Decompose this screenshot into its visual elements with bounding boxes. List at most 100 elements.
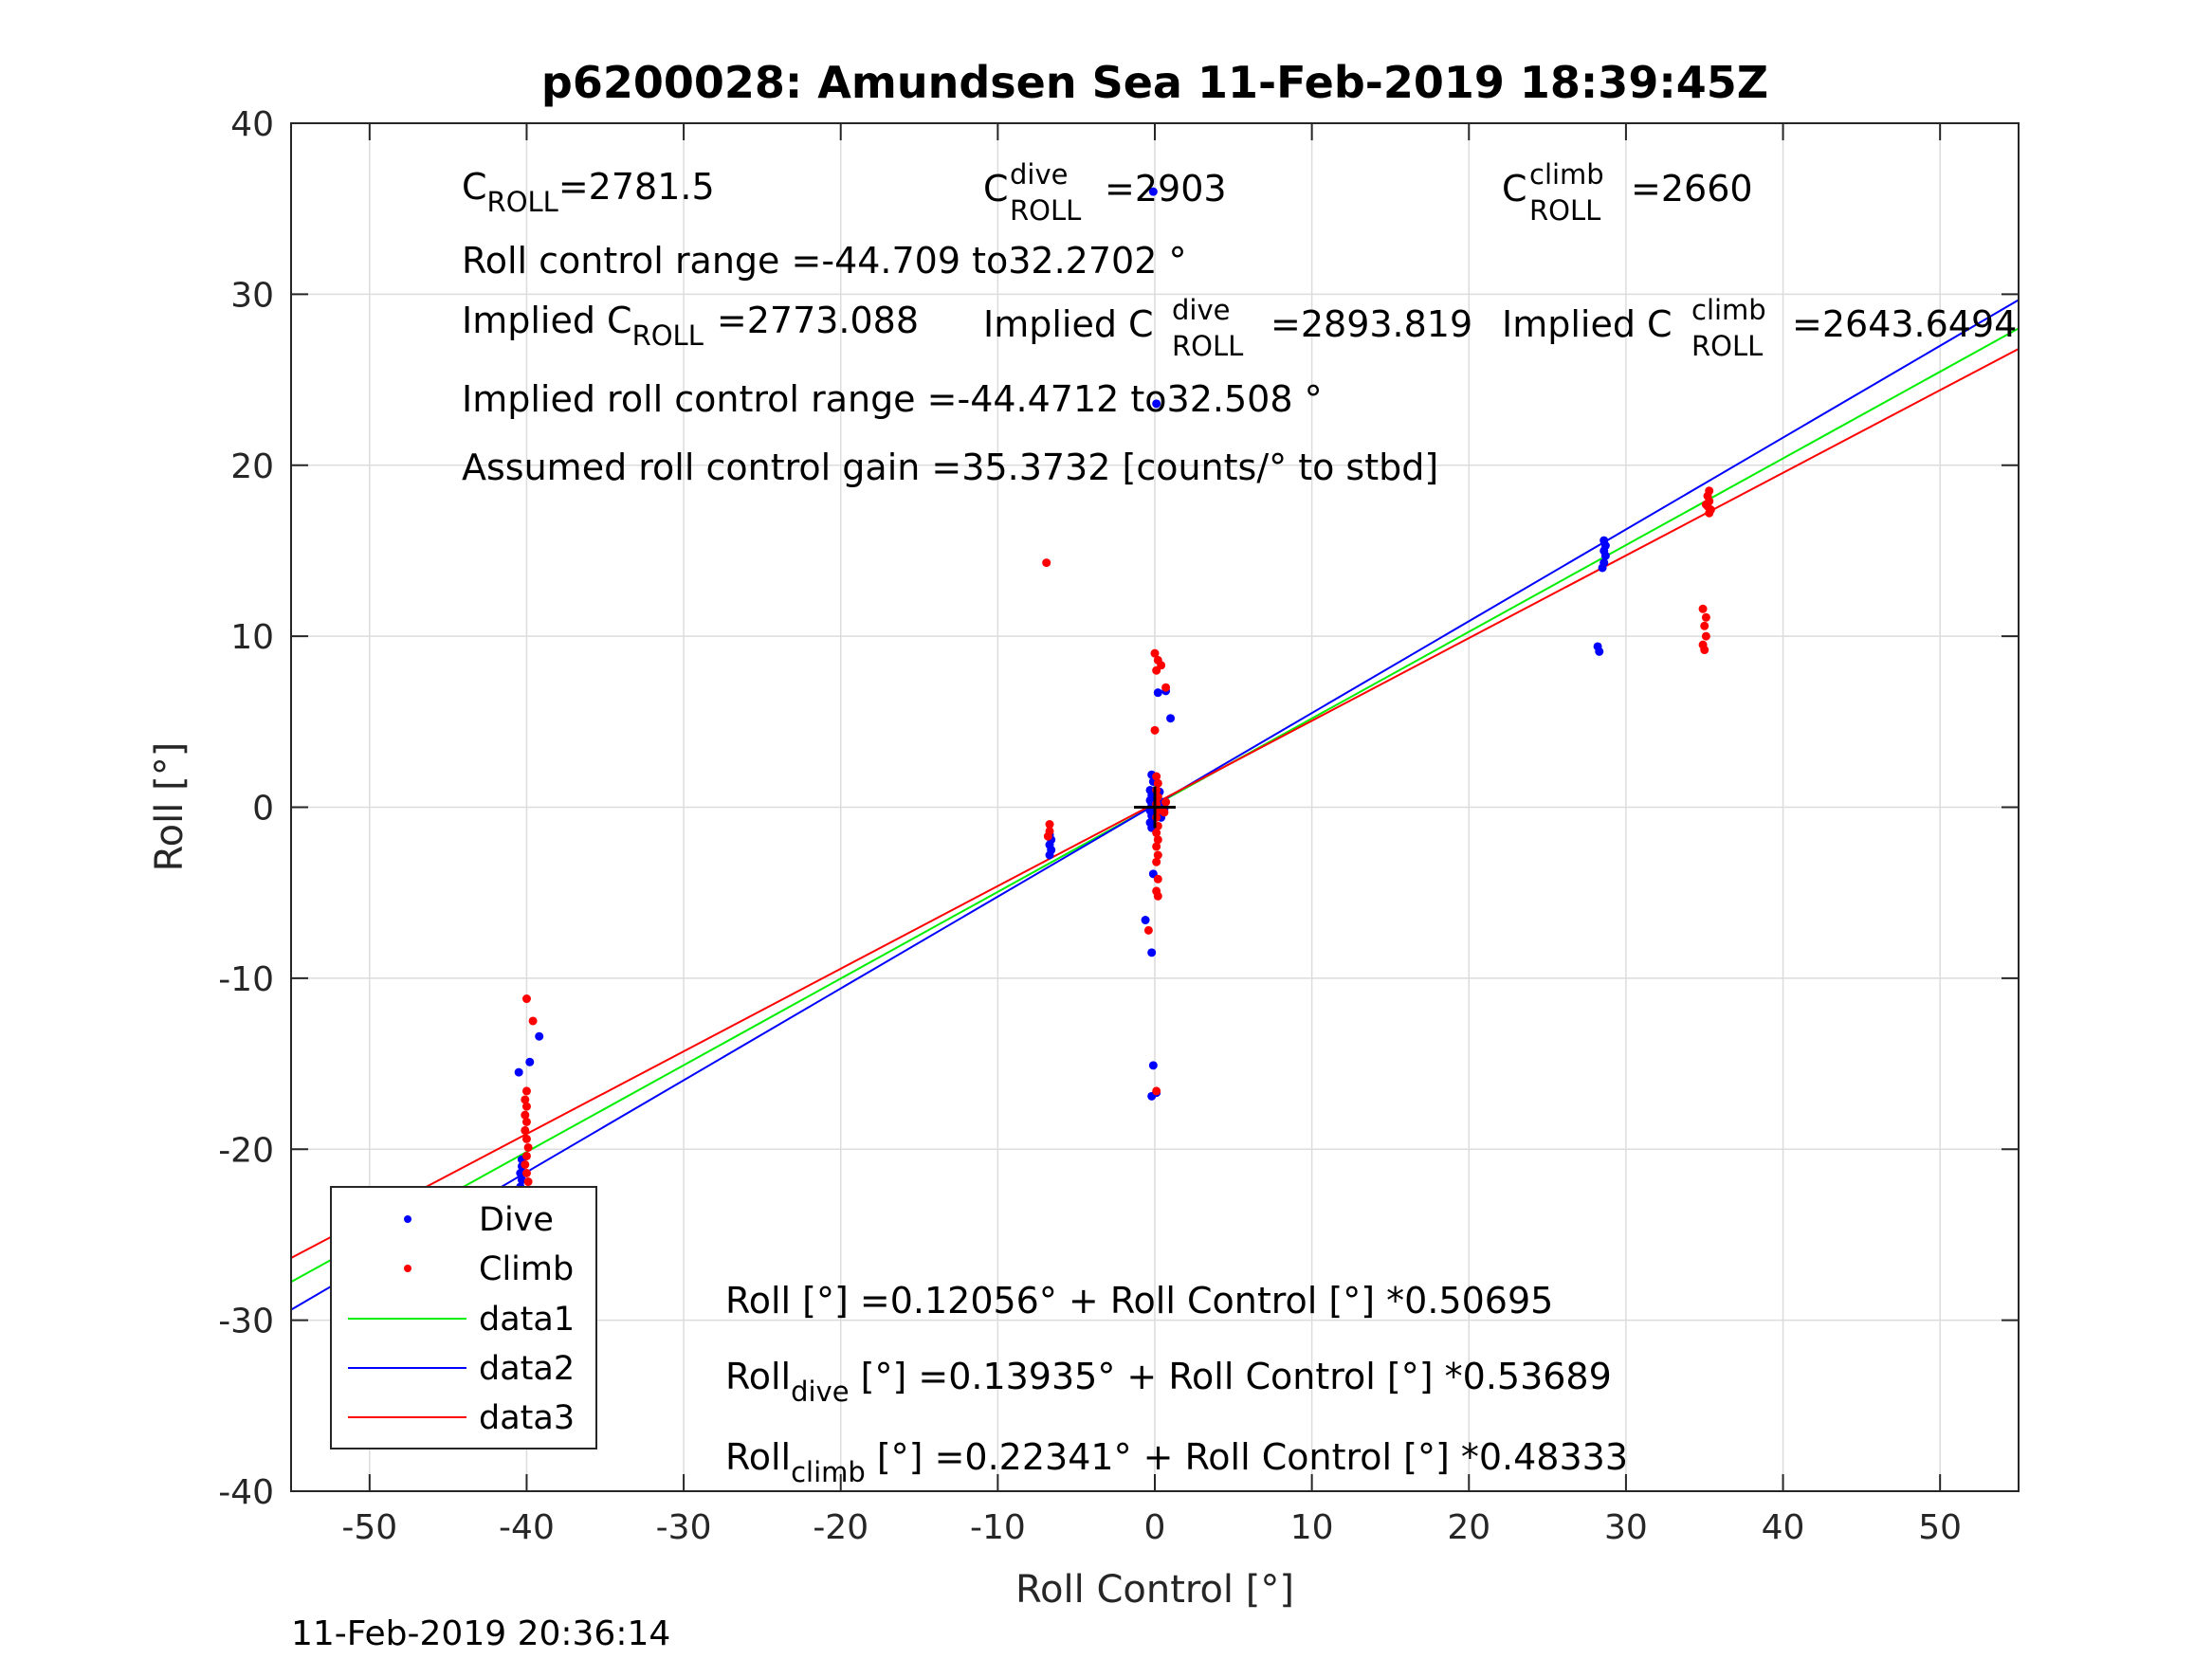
- origin-marker: [1134, 786, 1176, 829]
- dive-point: [1153, 688, 1162, 698]
- climb-point: [1152, 842, 1161, 851]
- dive-point: [1147, 948, 1157, 957]
- climb-point: [528, 1016, 538, 1026]
- y-tick-label: 0: [252, 790, 274, 829]
- climb-point: [1143, 925, 1153, 935]
- implied-cdive-sub: ROLL: [1172, 330, 1243, 362]
- y-tick-label: -10: [218, 960, 274, 999]
- x-tick-label: -40: [499, 1508, 555, 1547]
- x-tick-label: -30: [656, 1508, 712, 1547]
- x-tick-label: 50: [1918, 1508, 1962, 1547]
- climb-point: [1042, 558, 1051, 568]
- implied-cdive-sup: dive: [1172, 294, 1230, 326]
- calibration-annotations: CROLL=2781.5 C dive ROLL =2903 C climb R…: [462, 158, 2017, 488]
- cdive-val: =2903: [1105, 168, 1227, 210]
- dive-point: [1166, 714, 1176, 723]
- tick-labels: -50 -40 -30 -20 -10 0 10 20 30 40 50 -40 -30 -20 -10 0 1…: [218, 105, 1962, 1547]
- climb-point: [1153, 874, 1162, 884]
- climb-point: [1701, 612, 1710, 622]
- climb-point: [1160, 808, 1169, 817]
- climb-point: [521, 1095, 530, 1104]
- climb-point: [1161, 797, 1171, 807]
- legend: Dive Climb data1 data2 data3: [330, 1186, 597, 1449]
- legend-data1-label: data1: [479, 1301, 575, 1339]
- y-tick-label: -30: [218, 1303, 274, 1341]
- climb-point: [1045, 820, 1054, 830]
- climb-point: [1700, 621, 1709, 630]
- cclimb-text: C: [1502, 168, 1527, 210]
- climb-point: [1153, 891, 1162, 901]
- x-tick-label: 40: [1762, 1508, 1805, 1547]
- x-tick-label: 30: [1604, 1508, 1648, 1547]
- legend-data3-label: data3: [479, 1399, 575, 1437]
- dive-point: [1141, 916, 1150, 925]
- implied-cclimb-val: =2643.6494: [1792, 303, 2017, 345]
- dive-point: [516, 1169, 525, 1178]
- cclimb-sub: ROLL: [1529, 194, 1600, 227]
- implied-cclimb-sub: ROLL: [1691, 330, 1763, 362]
- climb-point: [521, 1151, 531, 1160]
- climb-point: [1153, 835, 1162, 845]
- x-tick-label: -10: [970, 1508, 1026, 1547]
- implied-cdive-val: =2893.819: [1271, 303, 1472, 345]
- y-tick-label: 10: [230, 618, 274, 657]
- dive-point: [525, 1057, 535, 1066]
- climb-point: [1701, 500, 1710, 509]
- cclimb-val: =2660: [1631, 168, 1753, 210]
- implied-cdive-pre: Implied C: [983, 303, 1154, 345]
- dive-point: [535, 1031, 544, 1041]
- x-axis-label: Roll Control [°]: [1015, 1568, 1294, 1612]
- croll-text: CROLL=2781.5: [462, 166, 715, 218]
- y-tick-label: 40: [230, 105, 274, 144]
- dive-point: [1595, 647, 1604, 656]
- climb-point: [1153, 850, 1162, 860]
- timestamp: 11-Feb-2019 20:36:14: [291, 1614, 670, 1653]
- implied-range-text: Implied roll control range =-44.4712 to3…: [462, 378, 1323, 420]
- climb-point: [521, 1134, 531, 1143]
- y-tick-label: -20: [218, 1131, 274, 1170]
- climb-point: [1043, 831, 1052, 841]
- climb-point: [1152, 665, 1161, 675]
- cdive-text: C: [983, 168, 1009, 210]
- legend-climb-marker: [404, 1265, 411, 1272]
- climb-point: [1153, 778, 1162, 788]
- dive-point: [1600, 551, 1610, 560]
- climb-point: [1161, 683, 1171, 692]
- implied-cclimb-sup: climb: [1691, 294, 1766, 326]
- cclimb-sup: climb: [1529, 158, 1604, 191]
- cdive-sub: ROLL: [1010, 194, 1081, 227]
- climb-point: [1701, 631, 1710, 641]
- y-tick-label: 30: [230, 276, 274, 315]
- legend-data2-label: data2: [479, 1350, 575, 1388]
- climb-point: [1700, 646, 1709, 655]
- climb-point: [1152, 772, 1161, 781]
- climb-point: [1150, 725, 1160, 735]
- x-tick-label: 0: [1144, 1508, 1166, 1547]
- dive-point: [1598, 563, 1607, 573]
- implied-cclimb-pre: Implied C: [1502, 303, 1673, 345]
- x-tick-label: -20: [813, 1508, 868, 1547]
- climb-point: [521, 1110, 530, 1120]
- climb-point: [523, 1177, 533, 1187]
- dive-point: [1148, 1061, 1158, 1070]
- climb-point: [521, 994, 531, 1004]
- y-tick-label: -40: [218, 1473, 274, 1512]
- chart-title: p6200028: Amundsen Sea 11-Feb-2019 18:39…: [541, 57, 1768, 108]
- climb-point: [521, 1125, 530, 1135]
- climb-point: [521, 1102, 531, 1111]
- axis-ticks: [291, 122, 2019, 1492]
- dive-point: [1152, 399, 1161, 409]
- fit-equations: Roll [°] =0.12056° + Roll Control [°] *0…: [725, 1280, 1628, 1488]
- climb-point: [521, 1159, 530, 1169]
- dive-point: [1045, 850, 1054, 860]
- fit-dive-text: Rolldive [°] =0.13935° + Roll Control [°…: [725, 1356, 1612, 1408]
- fit-climb-text: Rollclimb [°] =0.22341° + Roll Control […: [725, 1436, 1628, 1488]
- climb-point: [1152, 857, 1161, 866]
- climb-point: [1698, 604, 1708, 613]
- climb-point: [1705, 508, 1714, 518]
- climb-point: [523, 1142, 533, 1152]
- y-axis-label: Roll [°]: [148, 742, 192, 872]
- climb-point: [521, 1086, 531, 1096]
- x-tick-label: 10: [1290, 1508, 1334, 1547]
